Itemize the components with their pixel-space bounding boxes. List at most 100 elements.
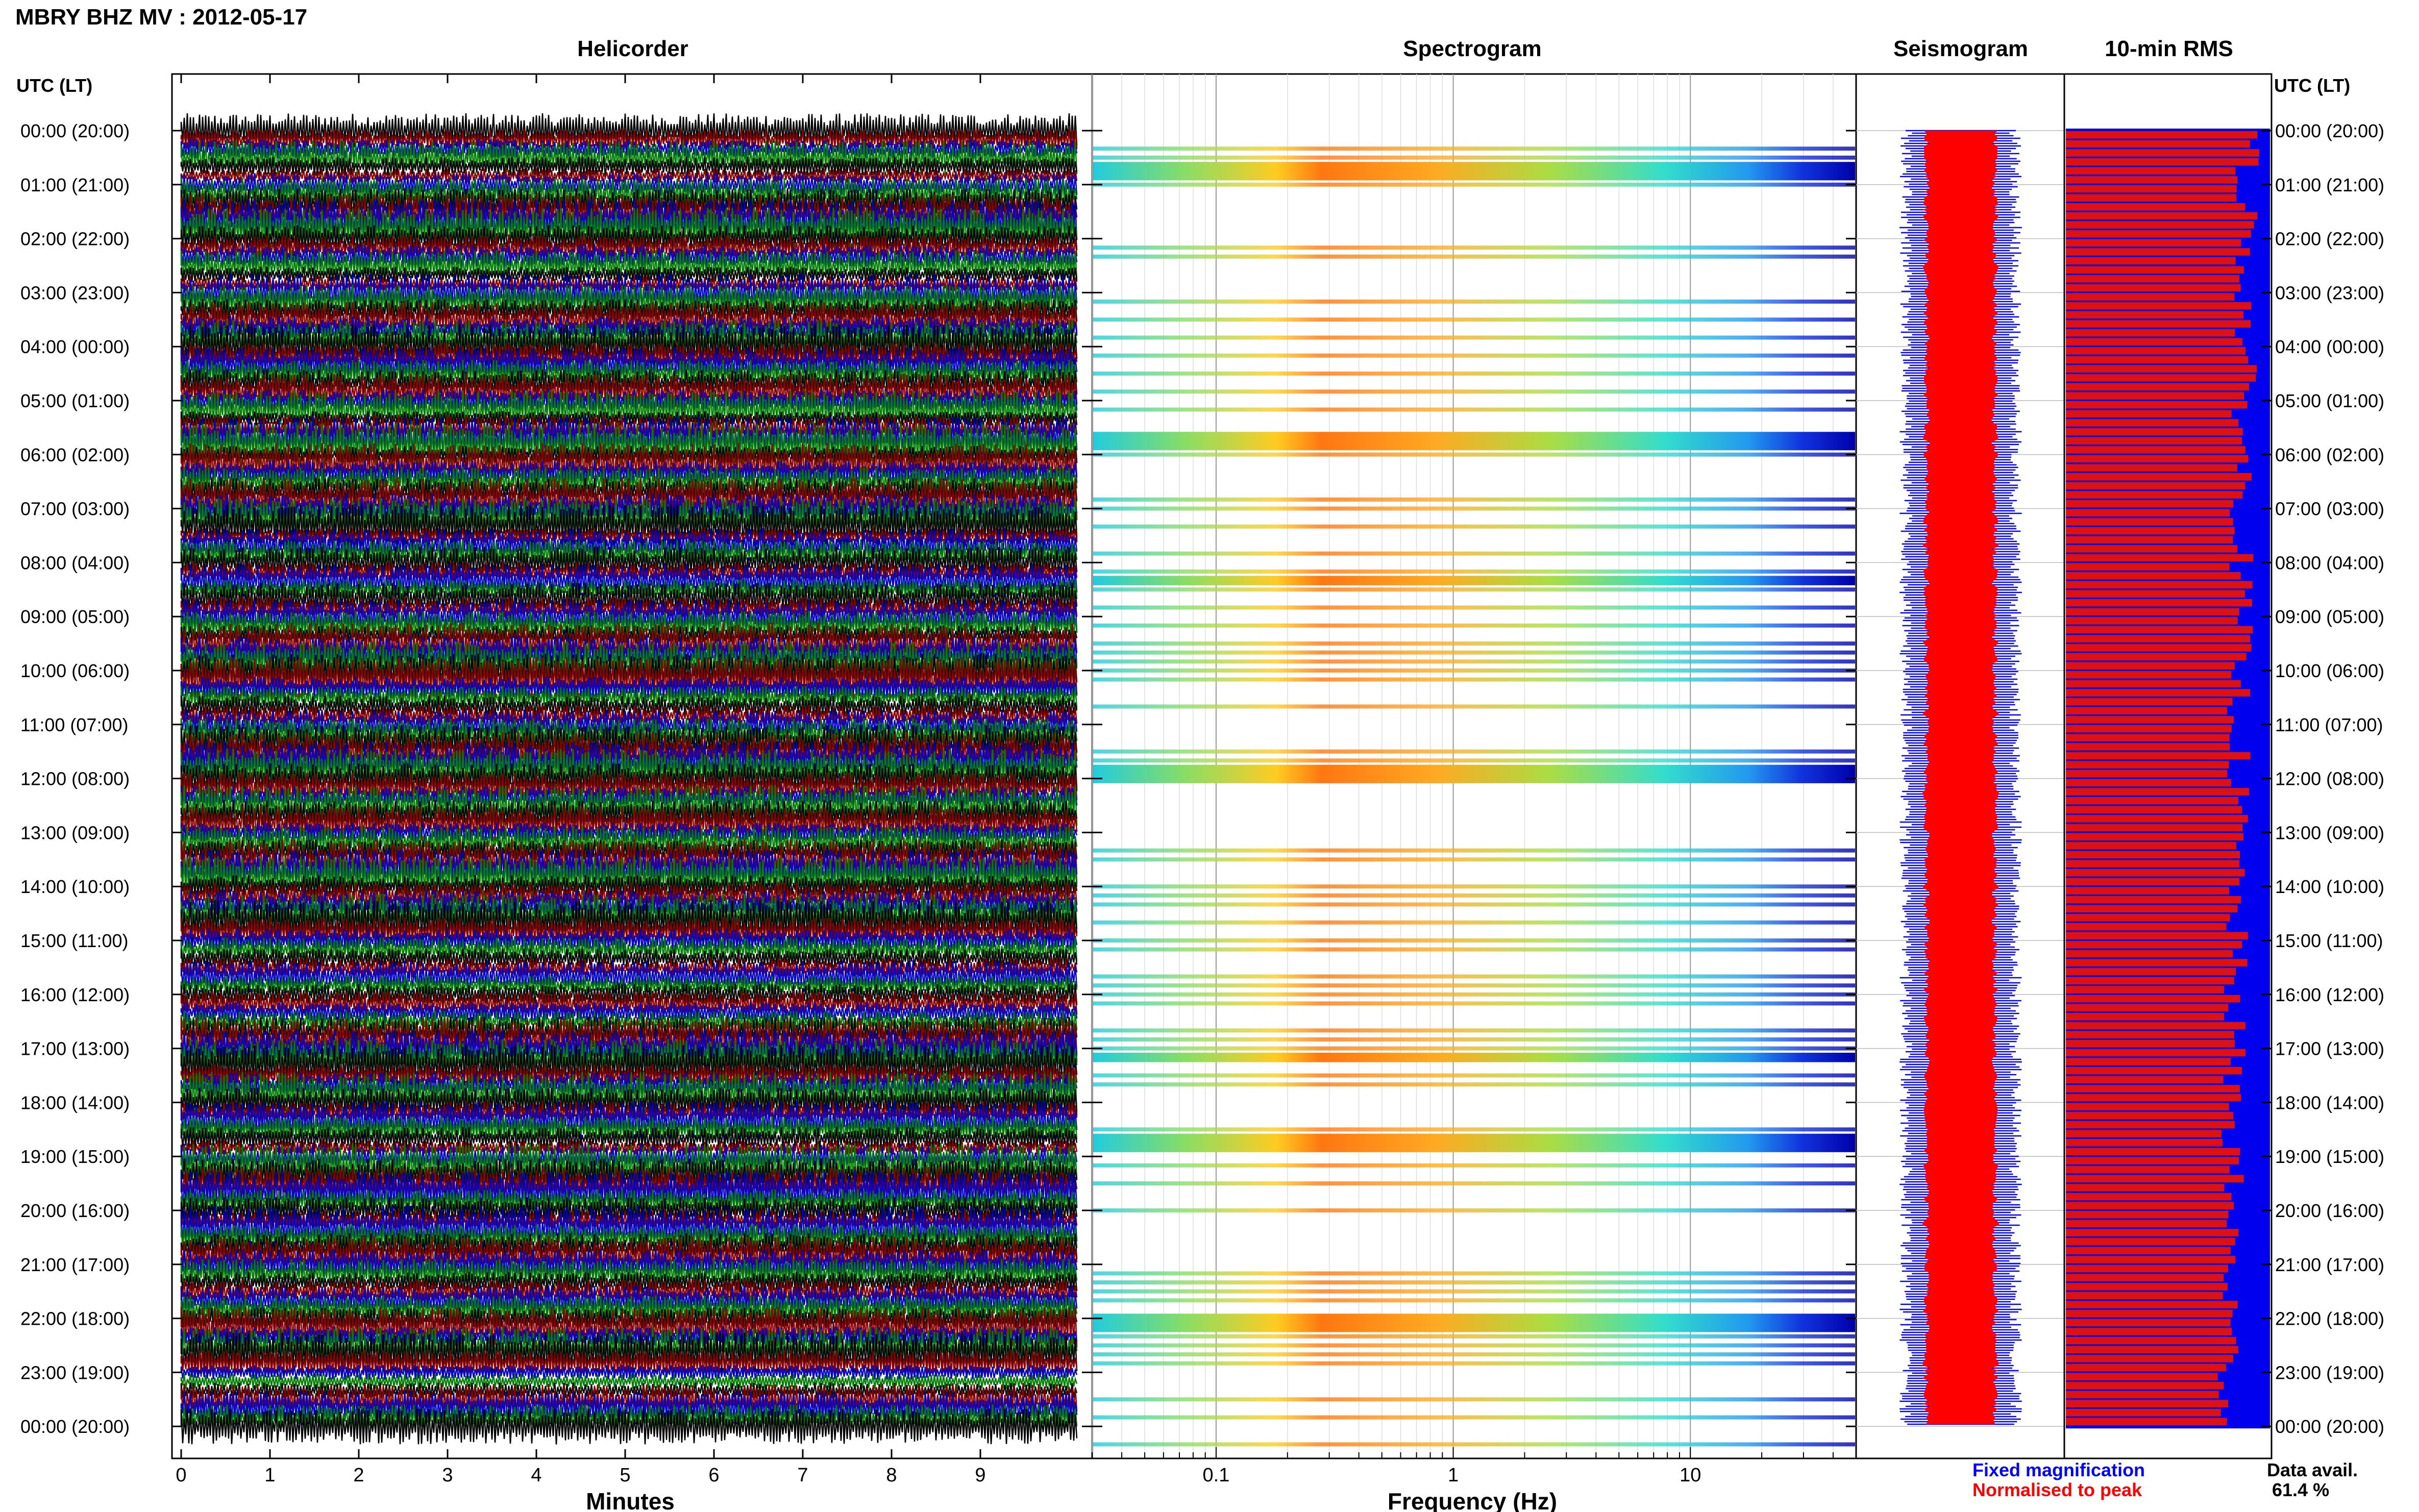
time-label-right: 13:00 (09:00) — [2275, 822, 2384, 843]
rms-bar — [2066, 869, 2245, 877]
helicorder-trace — [180, 1002, 1078, 1023]
rms-bar — [2066, 590, 2245, 598]
time-label-right: 15:00 (11:00) — [2275, 930, 2383, 951]
rms-bar — [2066, 437, 2242, 445]
rms-bar — [2066, 455, 2249, 463]
rms-bar — [2066, 941, 2242, 949]
rms-bar — [2066, 977, 2234, 985]
helicorder-trace — [180, 686, 1078, 709]
time-label-right: 01:00 (21:00) — [2275, 175, 2384, 195]
helicorder-panel: 0 1 2 3 4 5 6 7 8 9 — [171, 73, 1093, 1486]
data-availability-label: Data avail. — [2267, 1459, 2358, 1480]
rms-bar — [2066, 896, 2241, 904]
helicorder-x-tick-label: 6 — [708, 1465, 719, 1486]
time-label-left: 19:00 (15:00) — [20, 1146, 130, 1167]
rms-bar — [2066, 275, 2240, 283]
spectrogram-row — [1093, 1442, 1855, 1447]
helicorder-x-tick-label: 0 — [176, 1465, 186, 1486]
rms-bar — [2066, 761, 2229, 769]
spectrogram-row — [1093, 1343, 1855, 1348]
rms-bar — [2066, 1336, 2236, 1345]
rms-bar — [2066, 374, 2256, 382]
rms-bar — [2066, 203, 2245, 211]
time-label-right: 03:00 (23:00) — [2275, 282, 2384, 303]
helicorder-x-tick-label: 8 — [886, 1465, 897, 1486]
spectrogram-row — [1093, 947, 1855, 952]
rms-bar — [2066, 1274, 2224, 1282]
rms-bar — [2066, 311, 2243, 319]
spectrogram-row — [1093, 677, 1855, 682]
rms-bar — [2066, 797, 2238, 805]
rms-bar — [2066, 338, 2243, 346]
rms-bar — [2066, 842, 2236, 850]
rms-bar — [2066, 995, 2240, 1003]
helicorder-trace — [180, 772, 1078, 803]
rms-bar — [2066, 266, 2244, 274]
helicorder-trace — [180, 960, 1078, 993]
right-axis-title: UTC (LT) — [2274, 75, 2350, 96]
rms-bar — [2066, 1148, 2240, 1156]
spectrogram-row — [1093, 749, 1855, 754]
spectrogram-row — [1093, 407, 1855, 412]
helicorder-trace — [180, 423, 1078, 468]
helicorder-trace — [180, 599, 1078, 634]
time-label-left: 01:00 (21:00) — [20, 175, 130, 195]
spectrogram-row — [1093, 920, 1855, 925]
time-label-left: 05:00 (01:00) — [20, 390, 130, 411]
rms-bar — [2066, 1112, 2234, 1120]
rms-bar — [2066, 1400, 2229, 1407]
rms-bar — [2066, 491, 2243, 499]
spectrogram-row — [1093, 704, 1855, 709]
spectrogram-row — [1093, 353, 1855, 358]
rms-bar — [2066, 833, 2244, 841]
rms-bar — [2066, 176, 2238, 184]
rms-bar — [2066, 1076, 2224, 1084]
rms-bar — [2066, 914, 2230, 922]
rms-bar — [2066, 473, 2252, 481]
rms-bar — [2066, 545, 2238, 553]
rms-bar — [2066, 1256, 2236, 1263]
spectrogram-row — [1093, 1361, 1855, 1366]
rms-bar — [2066, 401, 2248, 409]
rms-bar — [2066, 1049, 2245, 1057]
time-label-right: 12:00 (08:00) — [2275, 769, 2384, 789]
time-label-right: 02:00 (22:00) — [2275, 229, 2384, 250]
spectrogram-row — [1093, 1052, 1855, 1062]
legend-fixed-magnification: Fixed magnification — [1972, 1459, 2145, 1480]
spectrogram-row — [1093, 317, 1855, 322]
helicorder-x-tick-label: 1 — [264, 1465, 275, 1486]
rms-bar — [2066, 1319, 2231, 1327]
helicorder-trace — [180, 948, 1078, 969]
spectrogram-row — [1093, 668, 1855, 673]
rms-bar — [2066, 581, 2253, 589]
time-label-left: 13:00 (09:00) — [20, 822, 130, 843]
spectrogram-row — [1093, 764, 1855, 775]
rms-bar — [2066, 1166, 2230, 1174]
time-label-left: 00:00 (20:00) — [20, 1416, 130, 1437]
rms-bar — [2066, 635, 2251, 643]
time-label-left: 11:00 (07:00) — [20, 714, 128, 735]
spectrogram-row — [1093, 1127, 1855, 1132]
time-label-left: 22:00 (18:00) — [20, 1308, 130, 1329]
rms-bar — [2066, 779, 2231, 787]
data-availability-value: 61.4 % — [2272, 1479, 2329, 1500]
spectrogram-row — [1093, 300, 1855, 304]
rms-bar — [2066, 743, 2230, 751]
rms-bar — [2066, 518, 2233, 526]
time-label-left: 14:00 (10:00) — [20, 876, 130, 897]
rms-bar — [2066, 1301, 2238, 1308]
rms-bar — [2066, 1004, 2229, 1012]
rms-bar — [2066, 1121, 2235, 1129]
spectrogram-row — [1093, 506, 1855, 511]
rms-bar — [2066, 689, 2250, 697]
rms-bar — [2066, 707, 2228, 715]
helicorder-trace — [180, 547, 1078, 579]
helicorder-trace — [180, 1272, 1078, 1293]
helicorder-trace — [180, 156, 1078, 177]
helicorder-x-tick-label: 7 — [797, 1465, 808, 1486]
spectrogram-row — [1093, 146, 1855, 151]
rms-bar — [2066, 302, 2252, 310]
rms-bar — [2066, 536, 2233, 544]
rms-bar — [2066, 1220, 2227, 1228]
spectrogram-row — [1093, 1334, 1855, 1339]
